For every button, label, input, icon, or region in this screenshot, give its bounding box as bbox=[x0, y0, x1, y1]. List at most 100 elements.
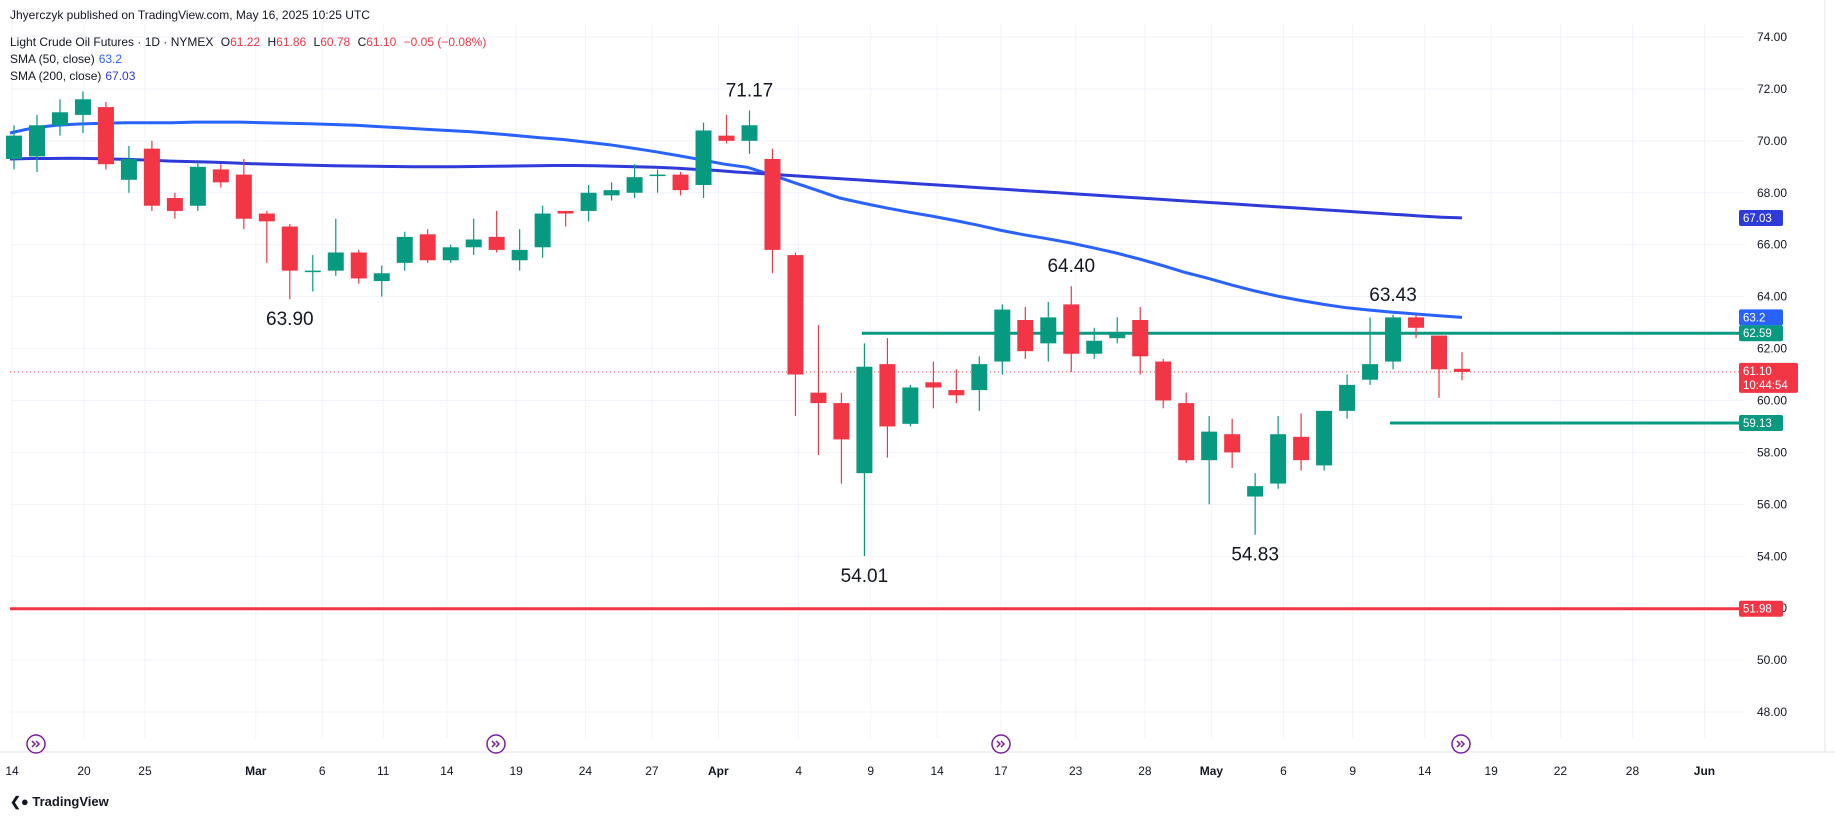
event-icon bbox=[991, 734, 1011, 754]
price-tag-bg bbox=[1739, 362, 1798, 393]
event-icon bbox=[26, 734, 46, 754]
candle bbox=[1454, 352, 1470, 381]
candle-body bbox=[1040, 317, 1057, 344]
candle bbox=[1086, 327, 1103, 359]
event-icon bbox=[1451, 734, 1471, 754]
candle bbox=[511, 229, 528, 271]
candle bbox=[304, 255, 321, 292]
candle bbox=[1155, 358, 1172, 409]
x-tick-label: Apr bbox=[708, 764, 729, 778]
x-tick-label: 6 bbox=[319, 764, 326, 778]
event-arrow bbox=[491, 740, 501, 748]
candle bbox=[488, 210, 505, 253]
price-tag-label: 67.03 bbox=[1743, 213, 1772, 225]
y-tick-label: 74.00 bbox=[1757, 30, 1787, 44]
sma200-line bbox=[9, 156, 1463, 220]
candle bbox=[994, 304, 1011, 375]
candle-body bbox=[603, 190, 620, 196]
candle-body bbox=[971, 364, 988, 391]
candle bbox=[143, 140, 160, 211]
candle bbox=[833, 392, 850, 484]
symbol-legend: Light Crude Oil Futures · 1D · NYMEX O61… bbox=[10, 35, 487, 49]
candle bbox=[557, 210, 574, 227]
candle-body bbox=[1109, 332, 1126, 339]
candle-body bbox=[1270, 434, 1287, 484]
candle bbox=[534, 205, 551, 258]
candle-body bbox=[327, 252, 344, 271]
candle bbox=[120, 146, 137, 193]
event-arrow bbox=[996, 740, 1006, 748]
candle bbox=[97, 101, 114, 170]
candle bbox=[902, 384, 919, 427]
x-tick-label: 23 bbox=[1069, 764, 1083, 778]
candle bbox=[580, 184, 597, 222]
candle bbox=[1247, 473, 1264, 535]
last-price-tag: 61.10 10:44:54 bbox=[1739, 362, 1798, 393]
price-annotation: 54.01 bbox=[841, 566, 889, 587]
price-tag-bg bbox=[1739, 309, 1783, 326]
candle bbox=[672, 171, 689, 196]
candle-body bbox=[1408, 317, 1425, 328]
candle-body bbox=[1454, 368, 1470, 372]
candle bbox=[1109, 317, 1126, 344]
candle bbox=[1132, 307, 1149, 375]
x-tick-label: 14 bbox=[931, 764, 945, 778]
candle-body bbox=[258, 213, 275, 222]
candle-body bbox=[580, 192, 597, 211]
candle bbox=[235, 159, 252, 230]
sma50-tag: 63.2 bbox=[1739, 309, 1783, 326]
price-tag-bg bbox=[1739, 209, 1783, 226]
price-tag-label: 61.10 bbox=[1743, 366, 1772, 378]
x-tick-label: 14 bbox=[440, 764, 454, 778]
candle bbox=[1017, 307, 1034, 359]
candle-body bbox=[994, 309, 1011, 362]
candle bbox=[74, 91, 91, 134]
candle bbox=[465, 218, 482, 256]
candle bbox=[695, 122, 712, 198]
x-tick-label: 4 bbox=[795, 764, 802, 778]
y-tick-label: 72.00 bbox=[1757, 82, 1787, 96]
candle bbox=[258, 210, 275, 263]
candle bbox=[166, 192, 183, 219]
price-tag-bg bbox=[1739, 415, 1783, 432]
x-tick-label: 24 bbox=[579, 764, 593, 778]
candle-body bbox=[28, 125, 45, 157]
candle bbox=[626, 164, 643, 198]
x-tick-label: 20 bbox=[77, 764, 91, 778]
candle-body bbox=[143, 148, 160, 206]
brand-label: TradingView bbox=[32, 794, 109, 809]
publisher-line: Jhyerczyk published on TradingView.com, … bbox=[10, 8, 370, 22]
candle-body bbox=[764, 159, 781, 250]
support-tag: 59.13 bbox=[1739, 415, 1783, 432]
candle bbox=[603, 182, 620, 201]
candle-body bbox=[1132, 319, 1149, 357]
candles bbox=[6, 91, 1470, 556]
candle bbox=[856, 343, 873, 556]
candle bbox=[419, 229, 436, 263]
candle bbox=[51, 99, 68, 136]
y-tick-label: 50.00 bbox=[1757, 653, 1787, 667]
y-tick-label: 68.00 bbox=[1757, 186, 1787, 200]
sma200-legend: SMA (200, close) 67.03 bbox=[10, 69, 136, 83]
candle bbox=[396, 231, 413, 271]
candle bbox=[925, 361, 942, 409]
candle-body bbox=[810, 392, 827, 404]
y-tick-label: 54.00 bbox=[1757, 549, 1787, 563]
y-tick-label: 58.00 bbox=[1757, 445, 1787, 459]
candle-body bbox=[1431, 335, 1448, 370]
candle-body bbox=[212, 169, 229, 183]
candle bbox=[787, 252, 804, 417]
tradingview-logo[interactable]: ❮● TradingView bbox=[10, 794, 109, 810]
candle-body bbox=[51, 112, 68, 126]
candle-body bbox=[465, 239, 482, 248]
y-tick-label: 56.00 bbox=[1757, 497, 1787, 511]
candle-body bbox=[97, 107, 114, 165]
candle-body bbox=[626, 177, 643, 193]
candle-body bbox=[6, 135, 22, 160]
resistance-tag: 62.59 bbox=[1739, 325, 1783, 342]
y-tick-label: 64.00 bbox=[1757, 290, 1787, 304]
candle bbox=[971, 356, 988, 411]
x-tick-label: 28 bbox=[1626, 764, 1640, 778]
candle bbox=[6, 125, 22, 170]
